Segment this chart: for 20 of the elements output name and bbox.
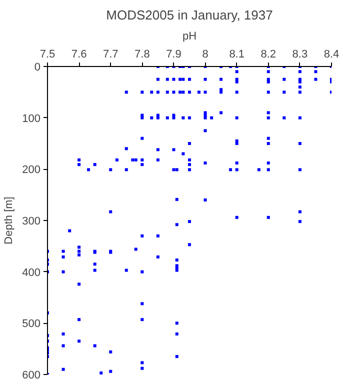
x-tick-label: 7.6 [71,48,87,60]
x-tick-label: 8.3 [292,48,308,60]
y-tick-label: 0 [34,62,41,74]
x-axis-title: pH [182,30,197,42]
x-tick-label: 7.8 [134,48,150,60]
y-tick-label: 400 [22,266,41,279]
y-tick-label: 600 [22,370,41,382]
x-tick-label: 8.2 [260,48,276,60]
chart-title: MODS2005 in January, 1937 [106,8,273,22]
y-tick-label: 300 [22,216,41,228]
y-tick-label: 500 [22,318,41,330]
y-tick-label: 200 [22,164,41,176]
y-axis-title: Depth [m] [3,196,16,244]
x-tick-label: 8.1 [229,48,244,60]
x-tick-label: 7.5 [40,48,56,60]
x-tick-label: 7.7 [102,48,118,60]
x-tick-label: 8.4 [324,48,340,60]
x-tick-label: 7.9 [166,48,182,60]
x-tick-label: 8 [202,48,208,60]
y-tick-label: 100 [22,112,41,125]
